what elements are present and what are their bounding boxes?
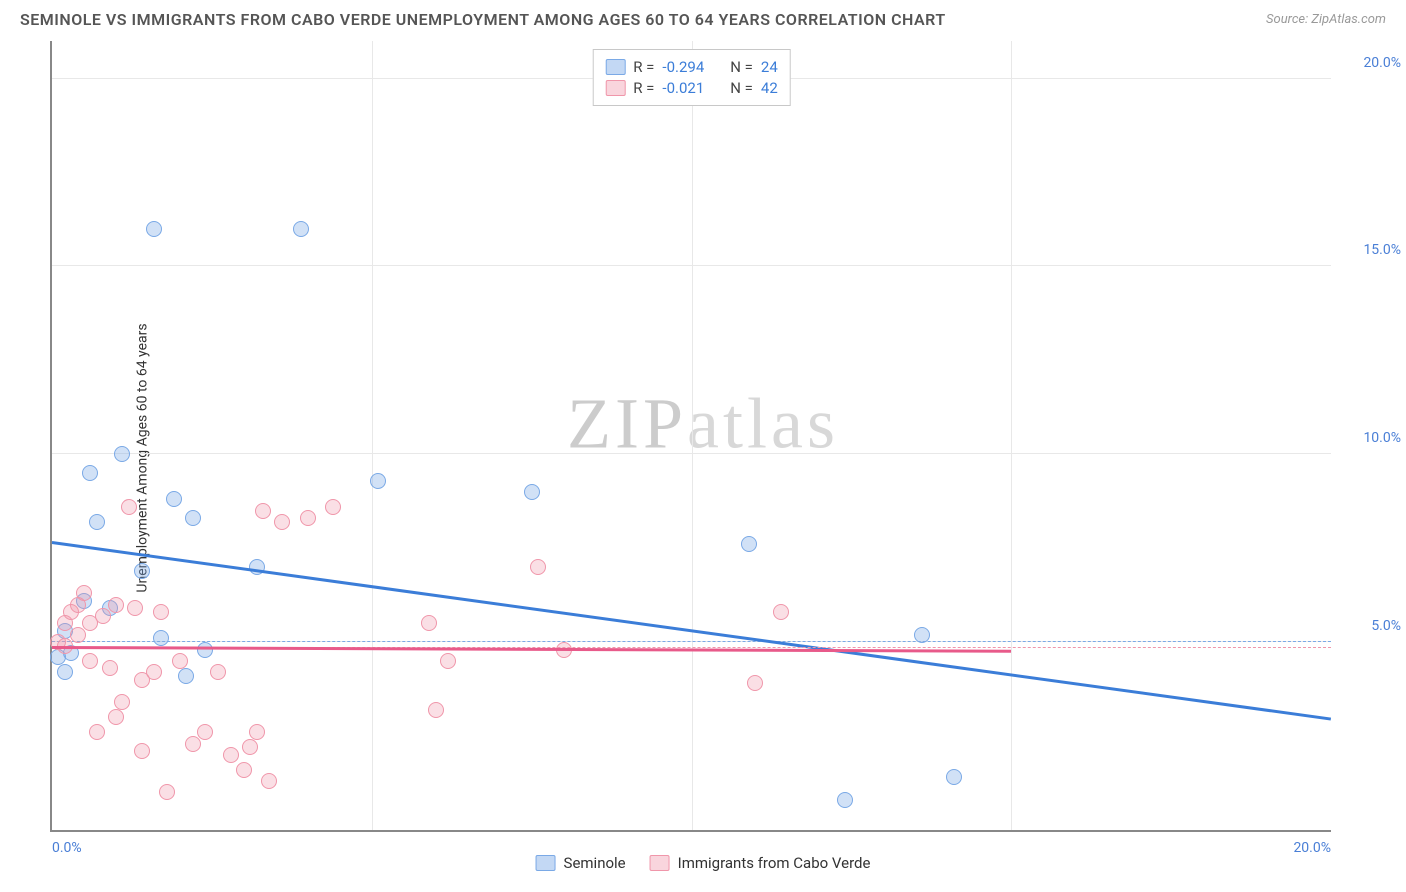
gridline-v [692,41,693,830]
legend-n-label-2: N = [730,79,753,97]
legend-swatch-seminole-icon [536,855,556,871]
data-point [325,499,341,515]
legend-n-label: N = [730,58,753,76]
data-point [95,608,111,624]
legend-r-label-2: R = [633,79,654,97]
data-point [57,664,73,680]
data-point [70,627,86,643]
legend-label-cabo-verde: Immigrants from Cabo Verde [678,854,871,872]
legend-r-label: R = [633,58,654,76]
data-point [236,762,252,778]
data-point [108,597,124,613]
legend-row-1: R = -0.294 N = 24 [605,58,778,76]
legend-n-value-1: 24 [761,58,778,76]
chart-title: SEMINOLE VS IMMIGRANTS FROM CABO VERDE U… [20,10,946,29]
data-point [166,491,182,507]
y-axis-tick: 15.0% [1341,242,1401,258]
data-point [421,615,437,631]
x-axis-tick-start: 0.0% [52,840,82,856]
legend-row-2: R = -0.021 N = 42 [605,79,778,97]
data-point [223,747,239,763]
chart-area: Unemployment Among Ages 60 to 64 years Z… [0,35,1406,880]
data-point [82,465,98,481]
data-point [134,743,150,759]
data-point [255,503,271,519]
data-point [300,510,316,526]
data-point [57,615,73,631]
chart-source: Source: ZipAtlas.com [1266,12,1386,27]
data-point [159,784,175,800]
data-point [274,514,290,530]
data-point [210,664,226,680]
data-point [89,724,105,740]
data-point [185,736,201,752]
legend-r-value-2: -0.021 [662,79,704,97]
correlation-legend: R = -0.294 N = 24 R = -0.021 N = 42 [592,49,791,106]
data-point [197,642,213,658]
data-point [773,604,789,620]
data-point [741,536,757,552]
data-point [114,694,130,710]
data-point [82,653,98,669]
data-point [837,792,853,808]
data-point [946,769,962,785]
data-point [242,739,258,755]
data-point [428,702,444,718]
data-point [293,221,309,237]
data-point [261,773,277,789]
trend-dash [52,641,1331,642]
data-point [370,473,386,489]
plot-region: R = -0.294 N = 24 R = -0.021 N = 42 0.0%… [50,41,1331,832]
data-point [153,604,169,620]
data-point [440,653,456,669]
legend-item-seminole: Seminole [536,854,626,872]
data-point [153,630,169,646]
series-legend: Seminole Immigrants from Cabo Verde [536,854,871,872]
data-point [178,668,194,684]
x-axis-tick-end: 20.0% [1293,840,1331,856]
data-point [914,627,930,643]
gridline-v [372,41,373,830]
data-point [185,510,201,526]
y-axis-tick: 5.0% [1341,618,1401,634]
data-point [197,724,213,740]
legend-swatch-cabo-verde-icon [605,80,625,96]
data-point [76,585,92,601]
data-point [524,484,540,500]
gridline-v [1011,41,1012,830]
data-point [172,653,188,669]
data-point [249,724,265,740]
data-point [146,664,162,680]
data-point [127,600,143,616]
y-axis-tick: 10.0% [1341,430,1401,446]
chart-header: SEMINOLE VS IMMIGRANTS FROM CABO VERDE U… [0,0,1406,35]
legend-label-seminole: Seminole [564,854,626,872]
legend-swatch-cabo-verde-icon [650,855,670,871]
data-point [146,221,162,237]
legend-swatch-seminole-icon [605,59,625,75]
legend-n-value-2: 42 [761,79,778,97]
data-point [747,675,763,691]
data-point [530,559,546,575]
data-point [108,709,124,725]
y-axis-tick: 20.0% [1341,55,1401,71]
data-point [121,499,137,515]
data-point [102,660,118,676]
data-point [89,514,105,530]
data-point [134,563,150,579]
legend-r-value-1: -0.294 [662,58,704,76]
data-point [114,446,130,462]
legend-item-cabo-verde: Immigrants from Cabo Verde [650,854,871,872]
